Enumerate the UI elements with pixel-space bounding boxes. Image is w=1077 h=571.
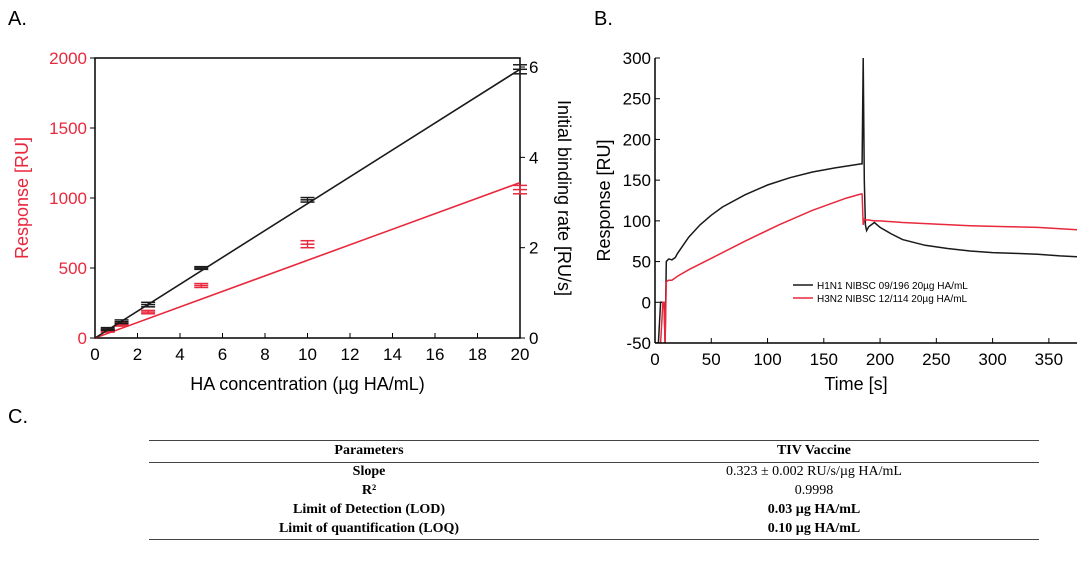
x-axis-label-b: Time [s]: [824, 374, 887, 394]
fit-line-rate: [94, 68, 521, 339]
y2-axis-label-a: Initial binding rate [RU/s]: [554, 100, 574, 296]
y-tick-label-a: 2000: [49, 49, 87, 68]
y2-tick-label-a: 0: [529, 329, 538, 348]
panel-label-a: A.: [8, 8, 27, 30]
y-tick-label-b: 0: [642, 293, 651, 312]
x-tick-label-a: 8: [260, 345, 269, 364]
y-tick-label-b: 200: [623, 130, 651, 149]
y-tick-label-a: 1500: [49, 119, 87, 138]
table-row: Slope 0.323 ± 0.002 RU/s/µg HA/mL: [149, 463, 1039, 483]
param-name: Limit of Detection (LOD): [292, 502, 446, 517]
x-tick-label-a: 0: [90, 345, 99, 364]
x-tick-label-a: 2: [133, 345, 142, 364]
y-tick-label-a: 500: [59, 259, 87, 278]
y2-tick-label-a: 4: [529, 148, 538, 167]
series-line-h3n2: [655, 193, 1077, 343]
x-tick-label-b: 250: [922, 350, 950, 369]
param-name: R²: [361, 483, 377, 498]
x-tick-label-a: 20: [511, 345, 530, 364]
y-axis-label-b: Response [RU]: [594, 139, 614, 261]
y-axis-label-a: Response [RU]: [12, 137, 32, 259]
x-tick-label-b: 350: [1035, 350, 1063, 369]
x-tick-label-b: 100: [753, 350, 781, 369]
x-tick-label-a: 4: [175, 345, 184, 364]
param-value: 0.10 µg HA/mL: [589, 520, 1039, 540]
y-tick-label-a: 0: [78, 329, 87, 348]
header-parameters: Parameters: [149, 440, 589, 463]
y2-tick-label-a: 2: [529, 239, 538, 258]
x-tick-label-a: 10: [298, 345, 317, 364]
x-tick-label-a: 12: [341, 345, 360, 364]
table-row: Limit of quantification (LOQ) 0.10 µg HA…: [149, 520, 1039, 540]
y-tick-label-b: 100: [623, 212, 651, 231]
param-name: Limit of quantification (LOQ): [149, 520, 589, 540]
panel-label-b: B.: [594, 8, 613, 30]
x-tick-label-a: 16: [426, 345, 445, 364]
header-tiv-vaccine: TIV Vaccine: [589, 440, 1039, 463]
series-line-h1n1: [655, 58, 1077, 343]
legend-label: H1N1 NIBSC 09/196 20µg HA/mL: [817, 281, 968, 292]
y-tick-label-a: 1000: [49, 189, 87, 208]
y-tick-label-b: 300: [623, 49, 651, 68]
table-row: Limit of Detection (LOD) 0.03 µg HA/mL: [149, 501, 1039, 520]
x-tick-label-a: 14: [383, 345, 402, 364]
param-value: 0.9998: [794, 483, 834, 498]
y2-tick-label-a: 6: [529, 58, 538, 77]
x-tick-label-b: 50: [702, 350, 721, 369]
y-tick-label-b: -50: [626, 334, 651, 353]
y-tick-label-b: 50: [632, 253, 651, 272]
x-axis-label-a: HA concentration (µg HA/mL): [190, 374, 424, 394]
table-header-row: Parameters TIV Vaccine: [149, 440, 1039, 463]
param-name: Slope: [352, 464, 386, 479]
legend-label: H3N2 NIBSC 12/114 20µg HA/mL: [817, 294, 968, 305]
x-tick-label-b: 0: [650, 350, 659, 369]
x-tick-label-b: 150: [810, 350, 838, 369]
chart-b: 0 50 100 150 200 250 300 350-500501001502002503…: [594, 49, 1077, 394]
x-tick-label-b: 300: [978, 350, 1006, 369]
chart-a: 0 2 4 6 8 10 12 14 16 18 2005001000150020000246HA …: [12, 49, 574, 394]
table-row: R² 0.9998: [149, 482, 1039, 501]
y-tick-label-b: 150: [623, 171, 651, 190]
y-tick-label-b: 250: [623, 90, 651, 109]
panel-label-c: C.: [8, 406, 28, 428]
x-tick-label-b: 200: [866, 350, 894, 369]
param-value: 0.03 µg HA/mL: [767, 502, 861, 517]
param-value: 0.323 ± 0.002 RU/s/µg HA/mL: [726, 464, 902, 479]
parameters-table: Parameters TIV Vaccine Slope 0.323 ± 0.0…: [149, 440, 1039, 540]
x-tick-label-a: 6: [218, 345, 227, 364]
x-tick-label-a: 18: [468, 345, 487, 364]
fit-line-response: [94, 181, 521, 339]
